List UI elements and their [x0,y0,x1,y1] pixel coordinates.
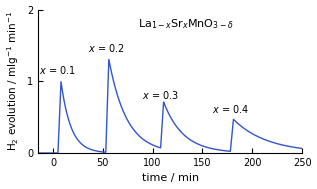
Text: $x$ = 0.4: $x$ = 0.4 [212,103,249,115]
Text: $x$ = 0.1: $x$ = 0.1 [40,64,76,76]
Text: La$_{1-x}$Sr$_{x}$MnO$_{3-\delta}$: La$_{1-x}$Sr$_{x}$MnO$_{3-\delta}$ [139,17,234,31]
Text: $x$ = 0.3: $x$ = 0.3 [142,89,179,101]
Text: $x$ = 0.2: $x$ = 0.2 [87,42,124,54]
X-axis label: time / min: time / min [141,174,199,184]
Y-axis label: H$_2$ evolution / mlg$^{-1}$ min$^{-1}$: H$_2$ evolution / mlg$^{-1}$ min$^{-1}$ [6,11,21,151]
